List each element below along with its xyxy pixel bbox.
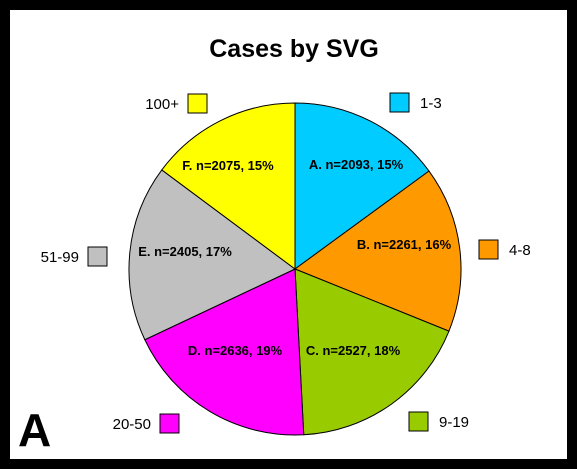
pie-slice-1-3	[294, 102, 430, 270]
legend: 1-3 4-8 9-19 20-50 51-99 100+	[41, 92, 531, 434]
legend-swatch	[159, 413, 180, 434]
legend-swatch	[478, 239, 499, 260]
slice-label: B. n=2261, 16%	[357, 237, 452, 252]
slice-label: A. n=2093, 15%	[309, 157, 404, 172]
slice-labels: A. n=2093, 15% B. n=2261, 16% C. n=2527, 1…	[138, 157, 451, 358]
pie-slice-100+	[161, 102, 296, 270]
legend-label: 20-50	[113, 416, 151, 433]
pie-slices	[128, 102, 462, 436]
panel-letter: A	[18, 404, 51, 456]
slice-label: E. n=2405, 17%	[138, 244, 232, 259]
legend-swatch	[408, 411, 429, 432]
legend-swatch	[187, 93, 208, 114]
chart-title: Cases by SVG	[209, 35, 379, 63]
legend-swatch	[87, 246, 108, 267]
slice-label: D. n=2636, 19%	[188, 343, 283, 358]
pie-slice-51-99	[128, 169, 296, 341]
pie-slice-20-50	[144, 268, 305, 436]
legend-label: 100+	[145, 96, 179, 113]
pie-slice-4-8	[293, 170, 462, 332]
legend-label: 4-8	[509, 242, 531, 259]
legend-label: 1-3	[420, 95, 442, 112]
slice-label: C. n=2527, 18%	[306, 343, 401, 358]
slice-label: F. n=2075, 15%	[182, 158, 274, 173]
legend-label: 9-19	[439, 414, 469, 431]
legend-label: 51-99	[41, 249, 79, 266]
pie-slice-9-19	[294, 268, 450, 436]
legend-swatch	[389, 92, 410, 113]
